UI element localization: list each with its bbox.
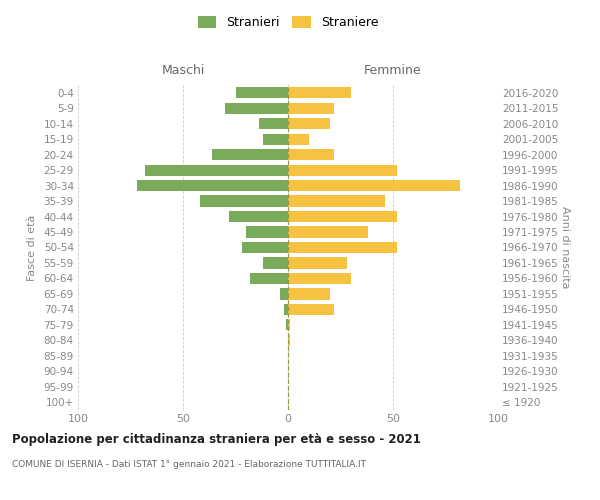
Bar	[288, 149, 334, 160]
Bar	[200, 196, 288, 206]
Bar	[288, 335, 290, 346]
Bar	[246, 226, 288, 237]
Bar	[259, 118, 288, 130]
Bar	[229, 211, 288, 222]
Bar	[286, 320, 288, 330]
Bar	[250, 273, 288, 284]
Bar	[288, 258, 347, 268]
Bar	[263, 258, 288, 268]
Bar	[288, 180, 460, 191]
Bar	[288, 134, 309, 144]
Bar	[137, 180, 288, 191]
Bar	[235, 87, 288, 99]
Bar	[288, 164, 397, 175]
Bar	[288, 211, 397, 222]
Bar	[288, 242, 397, 253]
Bar	[288, 288, 330, 300]
Bar	[288, 196, 385, 206]
Bar	[145, 164, 288, 175]
Bar	[288, 273, 351, 284]
Bar	[288, 102, 334, 114]
Text: Popolazione per cittadinanza straniera per età e sesso - 2021: Popolazione per cittadinanza straniera p…	[12, 432, 421, 446]
Text: COMUNE DI ISERNIA - Dati ISTAT 1° gennaio 2021 - Elaborazione TUTTITALIA.IT: COMUNE DI ISERNIA - Dati ISTAT 1° gennai…	[12, 460, 366, 469]
Bar	[212, 149, 288, 160]
Bar	[284, 304, 288, 315]
Bar	[288, 87, 351, 99]
Bar	[288, 320, 290, 330]
Text: Maschi: Maschi	[161, 64, 205, 78]
Bar	[280, 288, 288, 300]
Bar	[225, 102, 288, 114]
Bar	[263, 134, 288, 144]
Bar	[288, 118, 330, 130]
Y-axis label: Anni di nascita: Anni di nascita	[560, 206, 570, 288]
Bar	[288, 304, 334, 315]
Bar	[242, 242, 288, 253]
Legend: Stranieri, Straniere: Stranieri, Straniere	[193, 11, 383, 34]
Y-axis label: Fasce di età: Fasce di età	[26, 214, 37, 280]
Text: Femmine: Femmine	[364, 64, 422, 78]
Bar	[288, 226, 368, 237]
